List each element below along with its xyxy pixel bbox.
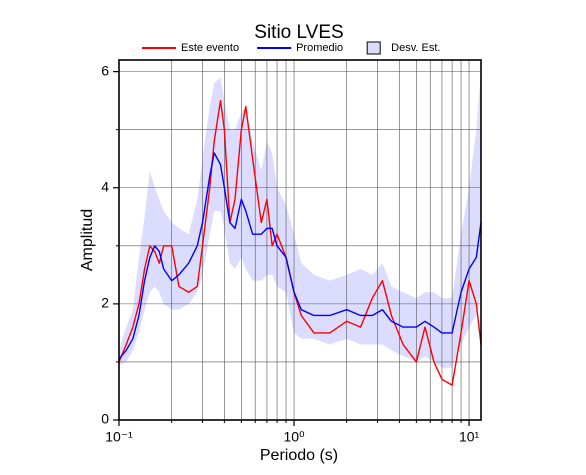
plot-frame <box>118 59 482 421</box>
data-line <box>118 152 482 360</box>
y-tick-label: 0 <box>101 411 109 427</box>
y-axis-label: Amplitud <box>79 209 96 271</box>
x-tick-label: 10⁻¹ <box>105 429 133 445</box>
legend-label: Este evento <box>181 42 239 54</box>
std-band <box>119 71 481 368</box>
x-tick-label: 10⁰ <box>283 429 305 445</box>
x-axis-label: Periodo (s) <box>260 447 338 464</box>
legend-label: Promedio <box>296 42 343 54</box>
data-line <box>118 99 482 386</box>
y-tick-label: 6 <box>101 62 109 78</box>
y-tick-label: 4 <box>101 178 109 194</box>
legend-swatch <box>366 41 381 55</box>
legend-label: Desv. Est. <box>391 42 440 54</box>
chart-title: Sitio LVES <box>254 22 343 43</box>
y-tick-label: 2 <box>101 295 109 311</box>
x-tick-label: 10¹ <box>459 429 480 445</box>
